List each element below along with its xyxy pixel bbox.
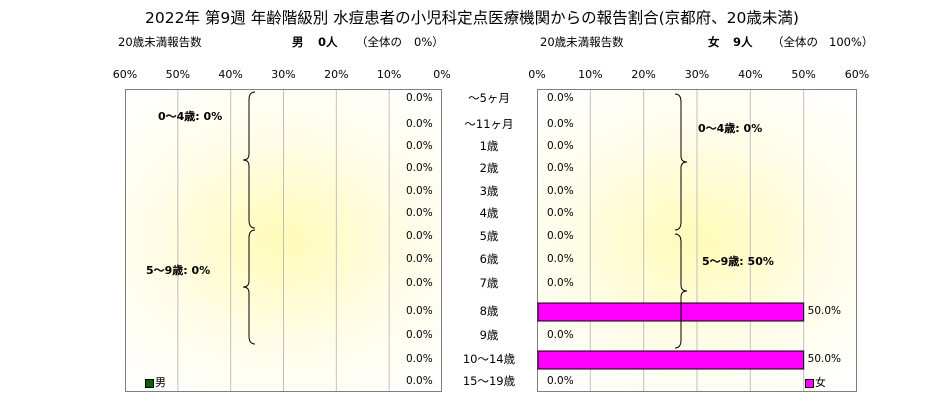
right-share-value: 100%）: [829, 35, 874, 49]
right-x-tick: 60%: [844, 68, 870, 81]
right-x-tick: 0%: [528, 68, 546, 81]
female-legend-swatch: [805, 378, 814, 388]
chart-title: 2022年 第9週 年齢階級別 水痘患者の小児科定点医療機関からの報告割合(京都…: [145, 9, 799, 27]
left-bracket-0-4: [242, 91, 256, 229]
age-category-label: 9歳: [479, 328, 499, 342]
male-value-label: 0.0%: [406, 353, 433, 365]
age-category-label: 15～19歳: [462, 374, 516, 388]
male-value-label: 0.0%: [406, 162, 433, 174]
left-share-prefix: （全体の: [356, 35, 402, 49]
male-value-label: 0.0%: [406, 253, 433, 265]
female-bar: [537, 350, 805, 370]
male-legend-label: 男: [155, 376, 166, 389]
male-value-label: 0.0%: [406, 118, 433, 130]
male-group-label: 5～9歳: 0%: [146, 264, 211, 277]
right-subtitle: 20歳未満報告数: [540, 35, 624, 49]
age-category-label: 2歳: [479, 161, 499, 175]
left-x-tick: 40%: [218, 68, 243, 81]
left-subtitle: 20歳未満報告数: [118, 35, 202, 49]
right-sex-label: 女: [708, 35, 720, 49]
left-x-tick: 10%: [376, 68, 402, 81]
right-x-tick: 50%: [791, 68, 816, 81]
female-value-label: 0.0%: [547, 230, 574, 242]
age-category-label: 7歳: [479, 276, 499, 290]
female-value-label: 50.0%: [807, 353, 842, 365]
right-x-tick: 30%: [684, 68, 710, 81]
female-value-label: 0.0%: [547, 375, 574, 387]
female-value-label: 0.0%: [547, 118, 574, 130]
female-bar: [537, 302, 805, 322]
left-x-tick: 60%: [112, 68, 138, 81]
female-value-label: 0.0%: [547, 162, 574, 174]
female-legend-label: 女: [815, 376, 826, 389]
right-x-tick: 40%: [738, 68, 763, 81]
male-value-label: 0.0%: [406, 329, 433, 341]
female-value-label: 0.0%: [547, 92, 574, 104]
left-count: 0人: [318, 35, 338, 49]
male-legend-swatch: [145, 378, 154, 388]
age-category-label: ～5ヶ月: [468, 91, 510, 105]
age-category-label: 10～14歳: [462, 352, 516, 366]
right-count: 9人: [733, 35, 753, 49]
left-sex-label: 男: [292, 35, 304, 49]
female-value-label: 0.0%: [547, 329, 574, 341]
male-value-label: 0.0%: [406, 375, 433, 387]
left-share-value: 0%）: [414, 35, 444, 49]
female-value-label: 50.0%: [807, 305, 842, 317]
male-value-label: 0.0%: [406, 277, 433, 289]
left-x-tick: 0%: [433, 68, 451, 81]
right-x-tick: 10%: [578, 68, 603, 81]
female-value-label: 0.0%: [547, 277, 574, 289]
female-value-label: 0.0%: [547, 140, 574, 152]
male-value-label: 0.0%: [406, 140, 433, 152]
male-legend: 男: [145, 374, 166, 390]
right-x-tick: 20%: [631, 68, 656, 81]
female-value-label: 0.0%: [547, 207, 574, 219]
left-bracket-5-9: [242, 229, 256, 345]
right-bracket-5-9: [674, 233, 688, 349]
male-group-label: 0～4歳: 0%: [158, 110, 223, 123]
age-category-label: 6歳: [479, 252, 499, 266]
female-value-label: 0.0%: [547, 253, 574, 265]
left-x-tick: 20%: [324, 68, 349, 81]
age-category-label: ～11ヶ月: [464, 117, 514, 131]
age-category-label: 5歳: [479, 229, 499, 243]
left-x-tick: 50%: [165, 68, 191, 81]
age-category-label: 3歳: [479, 184, 499, 198]
male-value-label: 0.0%: [406, 230, 433, 242]
female-value-label: 0.0%: [547, 185, 574, 197]
male-value-label: 0.0%: [406, 207, 433, 219]
age-category-label: 8歳: [479, 304, 499, 318]
male-value-label: 0.0%: [406, 185, 433, 197]
age-category-label: 4歳: [479, 206, 499, 220]
female-legend: 女: [805, 374, 826, 390]
right-bracket-0-4: [674, 93, 688, 231]
right-share-prefix: （全体の: [772, 35, 818, 49]
male-value-label: 0.0%: [406, 305, 433, 317]
female-group-label: 0～4歳: 0%: [698, 122, 763, 135]
female-group-label: 5～9歳: 50%: [702, 255, 774, 268]
left-x-tick: 30%: [271, 68, 296, 81]
age-category-label: 1歳: [479, 139, 499, 153]
male-value-label: 0.0%: [406, 92, 433, 104]
